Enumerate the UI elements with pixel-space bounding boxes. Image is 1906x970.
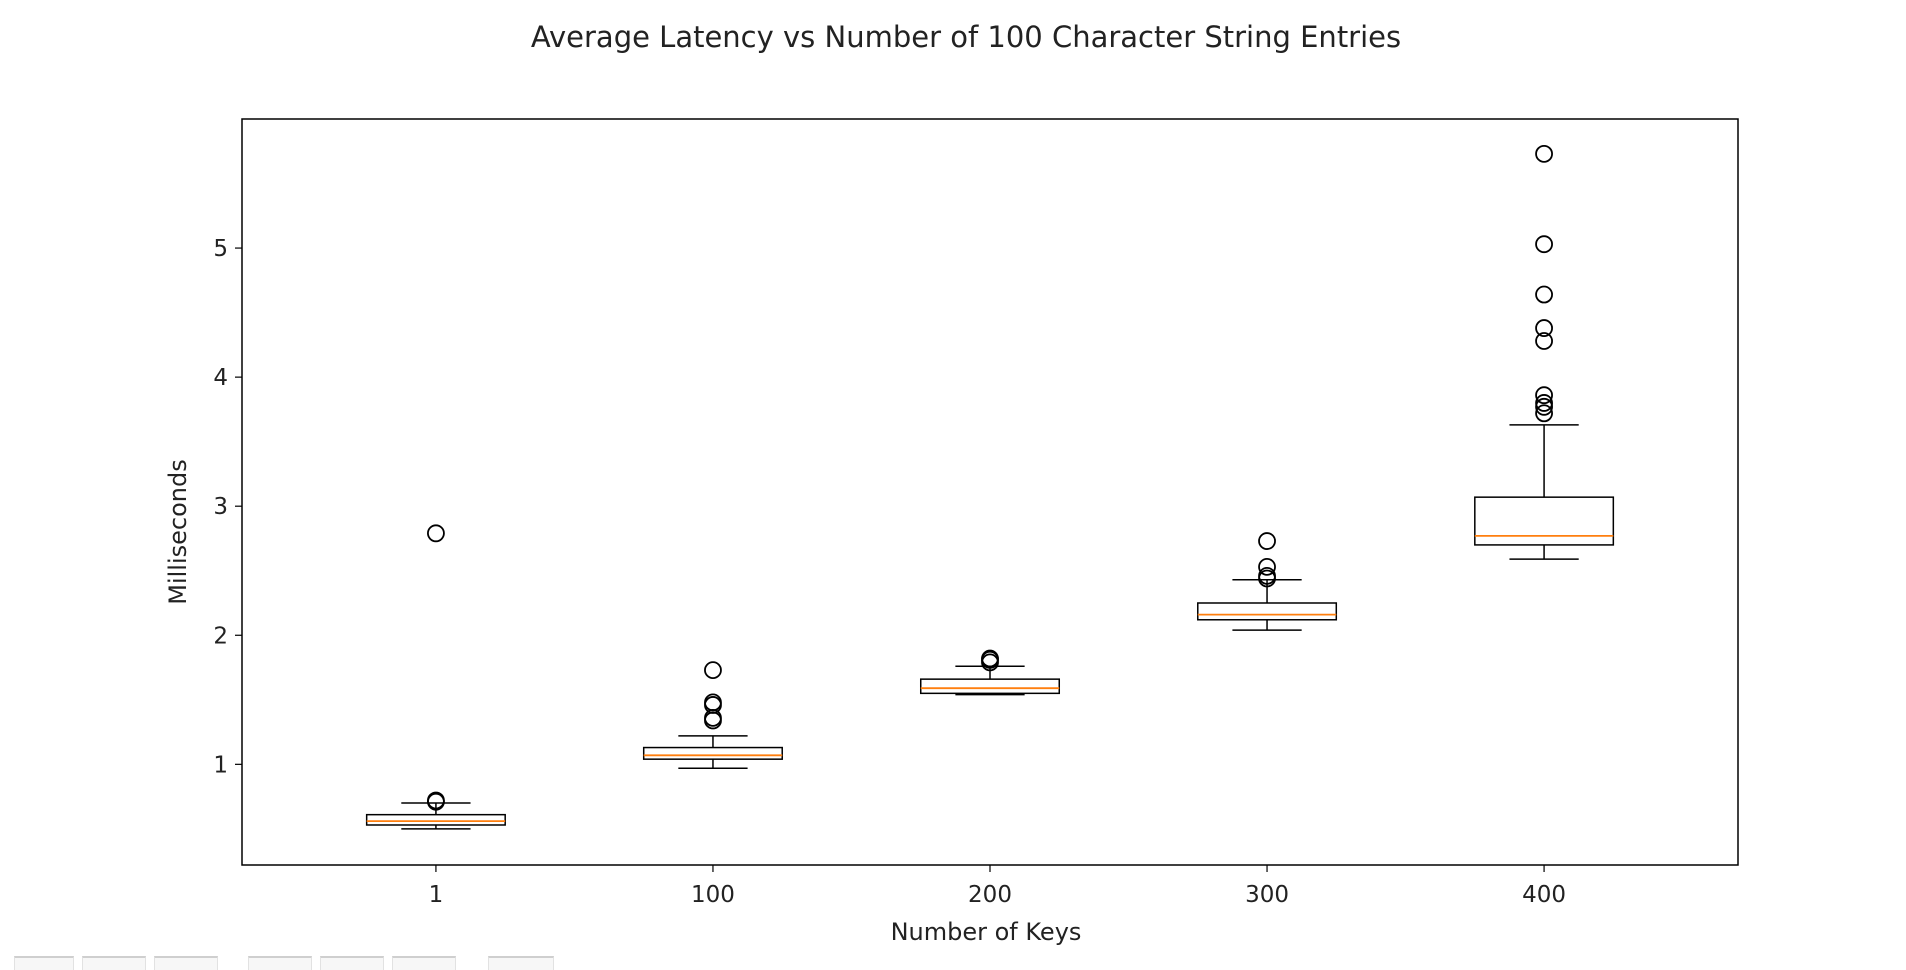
box-iqr — [642, 746, 783, 760]
y-tick-label: 4 — [213, 365, 228, 391]
x-tick-label: 400 — [1522, 882, 1566, 908]
y-tick-label: 2 — [213, 623, 228, 649]
navigation-toolbar — [0, 956, 600, 970]
outlier-point — [1535, 319, 1553, 337]
outlier-point — [1535, 285, 1553, 304]
outlier-point — [1258, 557, 1276, 576]
subplots-button[interactable] — [392, 956, 456, 970]
outlier-point — [1535, 404, 1553, 423]
forward-button[interactable] — [154, 956, 218, 970]
outlier-point — [981, 649, 999, 668]
outlier-point — [1535, 144, 1553, 163]
outlier-point — [1535, 235, 1553, 254]
outlier-point — [1258, 566, 1276, 585]
outlier-point — [1535, 332, 1553, 350]
home-button[interactable] — [14, 956, 74, 970]
outlier-point — [427, 791, 445, 810]
x-axis-label: Number of Keys — [891, 918, 1082, 946]
box-300 — [1197, 532, 1338, 631]
x-tick-label: 300 — [1245, 882, 1289, 908]
outlier-point — [427, 524, 445, 543]
outlier-point — [1535, 386, 1553, 405]
axis-ticks: 1 100 200 300 400 1 2 3 4 5 — [213, 236, 1566, 908]
x-tick-label: 100 — [691, 882, 735, 908]
y-tick-label: 5 — [213, 236, 228, 262]
box-200 — [919, 649, 1061, 696]
pan-button[interactable] — [248, 956, 312, 970]
x-tick-label: 200 — [968, 882, 1012, 908]
outlier-point — [1258, 532, 1276, 550]
outlier-point — [704, 693, 722, 712]
plot-marks — [365, 144, 1615, 830]
y-tick-label: 1 — [213, 752, 228, 778]
save-button[interactable] — [488, 956, 554, 970]
x-tick-label: 1 — [429, 882, 444, 908]
outlier-point — [704, 661, 722, 680]
box-iqr — [1474, 496, 1615, 546]
box-400 — [1474, 144, 1615, 560]
box-iqr — [1197, 602, 1338, 621]
y-tick-label: 3 — [213, 494, 228, 520]
y-axis-label: Milliseconds — [164, 459, 192, 604]
plot-frame — [241, 118, 1739, 866]
box-100 — [642, 661, 783, 769]
zoom-button[interactable] — [320, 956, 384, 970]
box-iqr — [365, 813, 506, 826]
chart-title: Average Latency vs Number of 100 Charact… — [531, 20, 1401, 54]
box-iqr — [919, 678, 1061, 695]
box-1 — [365, 524, 506, 830]
outlier-point — [1535, 394, 1553, 412]
back-button[interactable] — [82, 956, 146, 970]
